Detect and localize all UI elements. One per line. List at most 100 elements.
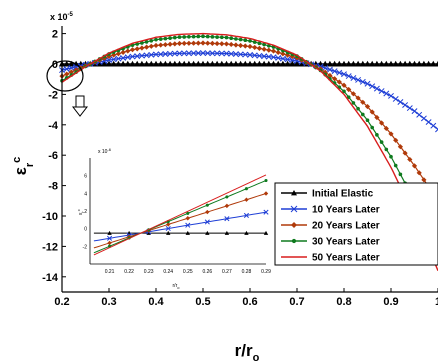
- data-point-marker: [214, 50, 221, 57]
- y-tick-label: -14: [42, 272, 59, 284]
- series-50-years-later: [61, 32, 438, 271]
- data-point-marker: [262, 42, 266, 47]
- data-point-marker: [185, 230, 190, 235]
- data-point-marker: [265, 53, 272, 60]
- x-tick-label: 0.7: [289, 296, 304, 308]
- data-point-marker: [143, 60, 150, 67]
- data-point-marker: [110, 60, 117, 67]
- data-point-marker: [200, 50, 206, 57]
- data-point-marker: [355, 76, 362, 83]
- data-point-marker: [129, 47, 136, 53]
- legend-entry: 10 Years Later: [281, 205, 380, 216]
- data-point-marker: [176, 50, 183, 57]
- data-point-marker: [218, 60, 225, 67]
- inset-x-tick-label: 0.29: [261, 269, 271, 275]
- data-point-marker: [331, 60, 338, 67]
- data-point-marker: [209, 60, 216, 67]
- data-point-marker: [373, 85, 380, 92]
- inset-series-50-years-later: [93, 174, 267, 256]
- data-point-marker: [167, 41, 173, 47]
- data-point-marker: [284, 56, 291, 63]
- data-point-marker: [243, 212, 249, 218]
- data-point-marker: [190, 50, 197, 57]
- data-point-marker: [322, 69, 328, 75]
- legend-entry: 50 Years Later: [281, 253, 380, 264]
- data-point-marker: [224, 216, 230, 222]
- data-point-marker: [345, 60, 352, 67]
- data-point-marker: [107, 240, 112, 246]
- y-axis: 2 0 -2 -4 -6 -8 -10 -12 -14: [42, 26, 66, 292]
- data-point-marker: [425, 60, 432, 67]
- data-point-marker: [138, 60, 146, 67]
- data-point-marker: [284, 60, 291, 67]
- data-point-marker: [252, 44, 258, 51]
- data-point-marker: [291, 190, 297, 196]
- data-point-marker: [68, 69, 74, 75]
- inset-x-tick-label: 0.27: [222, 269, 232, 275]
- data-point-marker: [430, 60, 437, 67]
- inset-chart: 0.21 0.22 0.23 0.24 0.25 0.26 0.27 0.28 0.29 6 4 2 0…: [76, 147, 271, 290]
- data-point-marker: [369, 83, 376, 90]
- data-point-marker: [244, 187, 248, 191]
- data-point-marker: [204, 50, 211, 57]
- data-point-marker: [172, 35, 177, 40]
- data-point-marker: [115, 60, 122, 67]
- inset-x-tick-label: 0.23: [144, 269, 154, 275]
- data-point-marker: [148, 51, 155, 58]
- data-point-marker: [397, 144, 403, 150]
- data-point-marker: [64, 71, 70, 77]
- x-axis: 0.2 0.3 0.4 0.5 0.6 0.7 0.8 0.9 1: [54, 288, 438, 308]
- data-point-marker: [263, 209, 269, 215]
- inset-series-line: [93, 180, 267, 254]
- data-point-marker: [228, 50, 235, 57]
- legend-label: 50 Years Later: [312, 253, 380, 264]
- data-point-marker: [275, 49, 281, 56]
- data-point-marker: [379, 120, 385, 126]
- data-point-marker: [185, 50, 192, 57]
- inset-y-multiplier: x 10-6: [98, 147, 112, 155]
- data-point-marker: [166, 222, 171, 227]
- data-point-marker: [176, 40, 183, 47]
- data-point-marker: [167, 50, 174, 57]
- inset-series-line: [93, 193, 267, 249]
- data-point-marker: [215, 35, 219, 39]
- data-point-marker: [242, 60, 249, 67]
- data-point-marker: [165, 225, 171, 232]
- data-point-marker: [205, 203, 209, 207]
- data-point-marker: [185, 216, 190, 221]
- data-point-marker: [68, 64, 75, 71]
- inset-x-tick-label: 0.26: [202, 269, 212, 275]
- x-tick-label: 1: [435, 296, 438, 308]
- data-point-marker: [139, 45, 145, 51]
- data-point-marker: [407, 156, 413, 163]
- data-point-marker: [213, 60, 221, 67]
- data-point-marker: [157, 51, 164, 58]
- data-point-marker: [350, 60, 357, 67]
- data-point-marker: [119, 60, 127, 67]
- x-tick-label: 0.8: [336, 296, 351, 308]
- data-point-marker: [279, 60, 287, 67]
- inset-y-tick-label: 0: [84, 227, 87, 233]
- data-point-marker: [406, 105, 413, 112]
- data-point-marker: [388, 131, 394, 137]
- data-point-marker: [171, 60, 178, 67]
- data-point-marker: [290, 205, 298, 213]
- data-point-marker: [270, 54, 277, 61]
- data-point-marker: [223, 60, 230, 67]
- data-point-marker: [246, 60, 254, 67]
- data-point-marker: [322, 65, 329, 72]
- data-point-marker: [383, 60, 390, 67]
- data-point-marker: [266, 43, 271, 48]
- data-point-marker: [256, 52, 263, 59]
- data-point-marker: [326, 60, 334, 67]
- data-point-marker: [355, 95, 361, 101]
- data-point-marker: [280, 51, 286, 57]
- data-point-marker: [115, 55, 122, 62]
- data-point-marker: [191, 34, 196, 39]
- data-point-marker: [158, 37, 163, 41]
- legend-entry: 20 Years Later: [281, 221, 380, 232]
- data-point-marker: [120, 54, 127, 61]
- data-point-marker: [148, 60, 155, 67]
- data-point-marker: [340, 60, 348, 67]
- data-point-marker: [148, 43, 154, 49]
